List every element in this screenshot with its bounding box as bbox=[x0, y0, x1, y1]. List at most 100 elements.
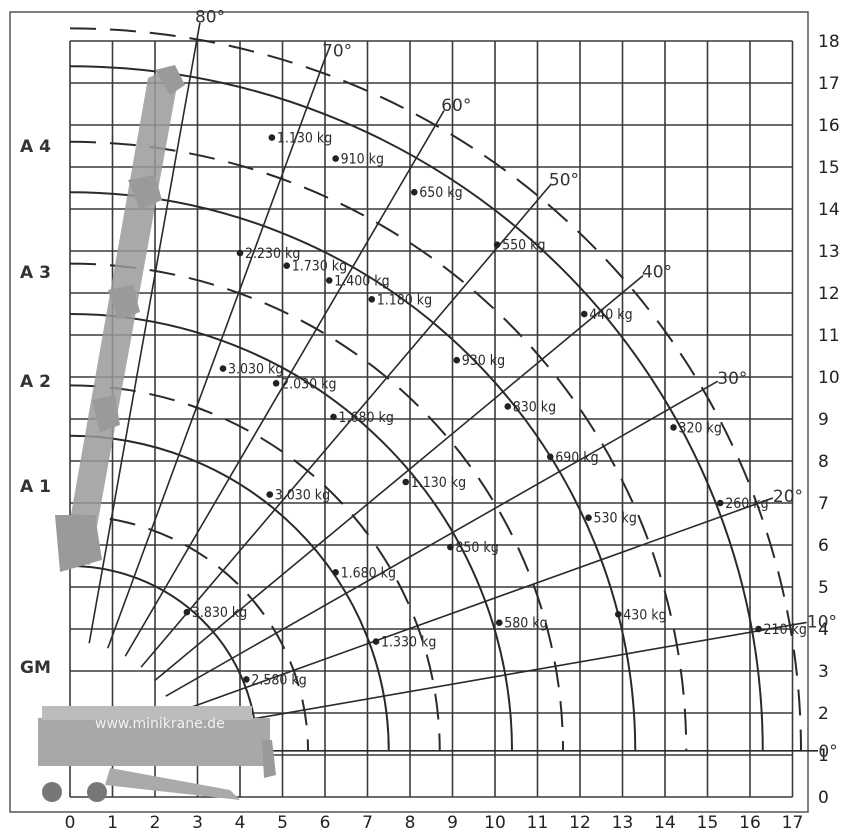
load-point-dot bbox=[716, 499, 724, 507]
load-point-label: 440 kg bbox=[589, 307, 632, 323]
x-tick-label: 6 bbox=[320, 813, 331, 833]
y-tick-label: 17 bbox=[818, 74, 840, 94]
reach-arc-0 bbox=[69, 565, 258, 751]
load-point-dot bbox=[268, 134, 276, 141]
load-point-label: 550 kg bbox=[502, 238, 545, 254]
y-tick-label: 0 bbox=[818, 788, 829, 808]
x-tick-label: 2 bbox=[150, 813, 161, 833]
reach-arc-6 bbox=[69, 191, 637, 751]
angle-label: 30° bbox=[717, 369, 747, 389]
y-tick-label: 2 bbox=[818, 704, 829, 724]
y-tick-label: 14 bbox=[818, 200, 840, 220]
load-point-dot bbox=[614, 611, 622, 618]
load-point-label: 1.730 kg bbox=[292, 259, 347, 275]
x-tick-label: 11 bbox=[527, 813, 549, 833]
load-point-dot bbox=[219, 365, 227, 372]
load-point-dot bbox=[243, 676, 250, 683]
x-tick-label: 12 bbox=[569, 813, 591, 833]
load-point-dot bbox=[580, 310, 588, 318]
x-tick-label: 17 bbox=[782, 813, 804, 833]
boom-label: A 4 bbox=[20, 137, 51, 157]
angle-rays bbox=[88, 22, 818, 752]
y-tick-label: 16 bbox=[818, 116, 840, 136]
reach-arc-7 bbox=[69, 140, 688, 751]
load-point-label: 1.180 kg bbox=[377, 292, 432, 308]
crane-wheel-left bbox=[42, 782, 62, 802]
y-tick-label: 18 bbox=[818, 32, 840, 52]
x-tick-label: 16 bbox=[739, 813, 761, 833]
y-tick-label: 8 bbox=[818, 452, 829, 472]
crane-boom-hook-a3 bbox=[128, 175, 162, 210]
y-tick-label: 5 bbox=[818, 578, 829, 598]
load-point-dot bbox=[493, 241, 501, 248]
crane-boom-hook-a4 bbox=[155, 65, 185, 95]
load-point-label: 580 kg bbox=[504, 616, 547, 632]
crane-outrigger bbox=[105, 768, 240, 800]
x-axis-ticks: 0 1 2 3 4 5 6 7 8 9 10 11 12 13 14 15 16 17 bbox=[65, 813, 804, 833]
reach-arc-5 bbox=[69, 262, 564, 751]
y-tick-label: 11 bbox=[818, 326, 840, 346]
y-tick-label: 4 bbox=[818, 620, 829, 640]
load-point-dot bbox=[372, 638, 380, 645]
y-tick-label: 12 bbox=[818, 284, 840, 304]
load-point-dot bbox=[183, 608, 191, 616]
angle-ray bbox=[154, 275, 644, 682]
y-tick-label: 1 bbox=[818, 746, 829, 766]
load-point-label: 2.030 kg bbox=[281, 376, 336, 392]
load-point-dot bbox=[447, 543, 454, 551]
boom-label: GM bbox=[20, 658, 51, 678]
angle-label: 70° bbox=[322, 41, 352, 61]
load-point-label: 1.130 kg bbox=[277, 131, 332, 147]
angle-label: 10° bbox=[807, 612, 837, 632]
angle-ray bbox=[173, 497, 774, 715]
load-point-label: 1.680 kg bbox=[339, 410, 394, 426]
load-point-dot bbox=[332, 569, 339, 576]
load-point-dot bbox=[283, 262, 291, 270]
crane-boom-hook-gm bbox=[55, 515, 102, 572]
load-points: 3.830 kg 2.580 kg 3.030 kg 1.680 kg 1.330 kg… bbox=[183, 131, 807, 688]
angle-ray bbox=[88, 22, 201, 644]
x-tick-label: 9 bbox=[447, 813, 458, 833]
load-point-label: 530 kg bbox=[594, 511, 637, 527]
y-tick-label: 3 bbox=[818, 662, 829, 682]
boom-label: A 3 bbox=[20, 263, 51, 283]
y-tick-label: 13 bbox=[818, 242, 840, 262]
reach-arc-9 bbox=[69, 27, 802, 751]
load-point-label: 690 kg bbox=[555, 450, 598, 466]
reach-arcs bbox=[69, 27, 802, 751]
load-point-dot bbox=[272, 380, 280, 387]
angle-ray bbox=[107, 55, 327, 649]
load-point-dot bbox=[266, 491, 274, 498]
y-tick-label: 7 bbox=[818, 494, 829, 514]
angle-label: 0° bbox=[818, 742, 837, 762]
load-point-label: 3.830 kg bbox=[192, 605, 247, 621]
load-point-dot bbox=[495, 619, 503, 626]
load-point-label: 930 kg bbox=[462, 353, 505, 369]
load-point-dot bbox=[332, 155, 339, 162]
angle-label: 80° bbox=[195, 8, 225, 28]
load-point-label: 2.580 kg bbox=[251, 672, 306, 688]
load-point-label: 430 kg bbox=[623, 607, 666, 623]
y-tick-label: 10 bbox=[818, 368, 840, 388]
load-point-dot bbox=[546, 453, 554, 461]
x-tick-label: 7 bbox=[362, 813, 373, 833]
x-tick-label: 10 bbox=[484, 813, 506, 833]
load-point-label: 910 kg bbox=[341, 152, 384, 168]
load-point-label: 3.030 kg bbox=[228, 362, 283, 378]
load-point-label: 650 kg bbox=[419, 185, 462, 201]
load-point-dot bbox=[755, 625, 762, 633]
reach-arc-3 bbox=[69, 384, 441, 751]
load-point-label: 1.330 kg bbox=[381, 635, 436, 651]
load-point-label: 320 kg bbox=[679, 420, 722, 436]
load-point-dot bbox=[325, 277, 333, 284]
crane-wheel-right bbox=[87, 782, 107, 802]
reach-arc-4 bbox=[69, 313, 513, 751]
angle-labels: 0° 10° 20° 30° 40° 50° 60° 70° 80° bbox=[195, 8, 838, 762]
load-point-label: 1.400 kg bbox=[334, 273, 389, 289]
load-point-dot bbox=[585, 514, 592, 521]
load-point-label: 850 kg bbox=[455, 540, 498, 556]
crane-hook-base bbox=[262, 740, 276, 778]
boom-label: A 2 bbox=[20, 372, 51, 392]
